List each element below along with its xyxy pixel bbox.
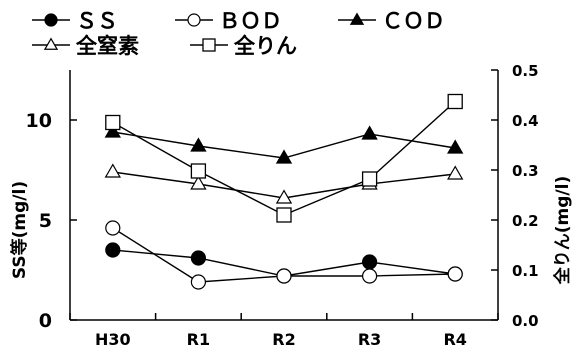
x-tick-label: R4 (443, 330, 466, 349)
plot-area: 0 5 10 0.0 0.1 0.2 0.3 0.4 0.5 H30 R1 R2 R3 R4 (26, 62, 539, 349)
series-0-point (362, 254, 378, 270)
y-right-tick-label: 0.4 (512, 112, 539, 130)
y-right-tick-label: 0.1 (512, 262, 539, 280)
x-tick-label: R2 (272, 330, 295, 349)
legend-marker (202, 38, 216, 52)
series-0-point (105, 242, 121, 258)
series-1-point (276, 268, 292, 284)
series-4-point (105, 114, 121, 131)
y-right-tick-label: 0.3 (512, 162, 539, 180)
series-1-point (105, 220, 121, 236)
y-right-tick-label: 0.5 (512, 62, 539, 80)
y-axis-right-title: 全りん(mg/l) (552, 176, 573, 285)
legend-item: 全窒素 (32, 34, 139, 58)
legend-item: ＢＯＤ (175, 9, 282, 33)
series-1-point (362, 268, 378, 284)
legend-label: 全りん (233, 34, 297, 58)
series-2-point (447, 139, 464, 154)
legend-label: ＳＳ (76, 9, 118, 33)
y-left-tick-label: 5 (39, 210, 52, 232)
x-tick-label: R1 (187, 330, 210, 349)
series-3-point (275, 189, 293, 204)
x-tick-label: R3 (358, 330, 381, 349)
legend-label: ＣＯＤ (382, 9, 445, 33)
legend-marker (187, 13, 201, 27)
legend: ＳＳ ＢＯＤ ＣＯＤ 全窒素 全りん (32, 9, 445, 58)
series-3-point (190, 175, 207, 190)
y-right-tick-label: 0.2 (512, 212, 539, 230)
series-0-point (190, 250, 206, 266)
legend-item: ＳＳ (32, 9, 118, 33)
series-4-point (361, 171, 378, 187)
x-tick-label: H30 (95, 330, 131, 349)
y-right-tick-label: 0.0 (512, 312, 539, 330)
legend-item: ＣＯＤ (338, 9, 445, 33)
y-axis-left-title: SS等(mg/l) (9, 181, 30, 279)
y-left-tick-label: 0 (39, 310, 52, 332)
series-4-point (447, 93, 463, 110)
legend-marker (44, 13, 58, 27)
legend-marker (43, 37, 59, 50)
legend-label: 全窒素 (75, 34, 139, 58)
series-2-point (190, 137, 207, 152)
series-1-point (190, 274, 206, 290)
series-2-point (361, 125, 378, 140)
series-4-point (276, 207, 292, 223)
series-3-point (447, 165, 464, 180)
series-1-point (447, 266, 463, 282)
legend-item: 全りん (190, 34, 297, 58)
series-2-point (104, 123, 121, 138)
series-3-point (104, 163, 121, 178)
y-left-tick-label: 10 (26, 110, 52, 132)
series-4-point (190, 163, 207, 179)
series-2-point (275, 149, 293, 164)
legend-marker (349, 12, 365, 25)
legend-label: ＢＯＤ (219, 9, 282, 33)
